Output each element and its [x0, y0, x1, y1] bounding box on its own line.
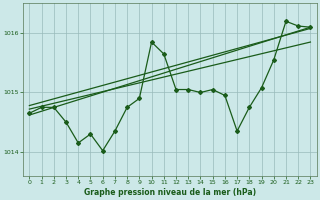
- X-axis label: Graphe pression niveau de la mer (hPa): Graphe pression niveau de la mer (hPa): [84, 188, 256, 197]
